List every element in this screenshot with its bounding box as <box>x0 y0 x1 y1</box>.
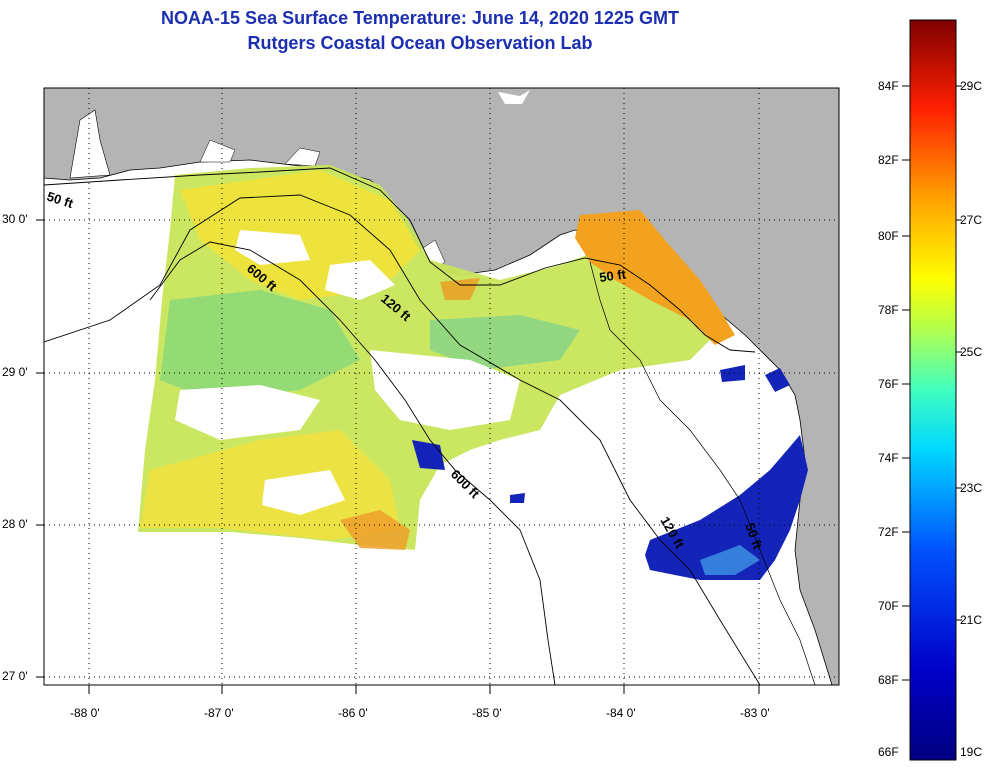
hot-patch-big-bend <box>575 210 735 345</box>
cb-c-19: 19C <box>960 745 983 759</box>
cloud-4 <box>370 350 520 430</box>
mobile-bay <box>69 109 111 179</box>
cb-f-80: 80F <box>878 229 899 243</box>
cb-c-21: 21C <box>960 613 983 627</box>
lat-label-30: 30 0' <box>2 212 28 226</box>
cb-f-76: 76F <box>878 377 899 391</box>
map-frame <box>43 87 840 686</box>
cb-f-72: 72F <box>878 525 899 539</box>
lon-label-84: -84 0' <box>606 706 636 720</box>
cb-f-82: 82F <box>878 153 899 167</box>
colorbar <box>909 19 957 761</box>
lon-label-83: -83 0' <box>740 706 770 720</box>
cold-patch-light <box>700 545 760 575</box>
cb-c-23: 23C <box>960 481 983 495</box>
lon-label-86: -86 0' <box>338 706 368 720</box>
cb-c-29: 29C <box>960 79 983 93</box>
cold-speck-4 <box>510 493 525 503</box>
cloud-5 <box>262 470 345 515</box>
cold-speck-2 <box>720 365 745 382</box>
cb-f-78: 78F <box>878 303 899 317</box>
coast-line <box>589 261 816 685</box>
lon-label-85: -85 0' <box>472 706 502 720</box>
lon-label-87: -87 0' <box>204 706 234 720</box>
lat-label-29: 29 0' <box>2 365 28 379</box>
cb-c-25: 25C <box>960 345 983 359</box>
contour-50ft <box>44 167 756 353</box>
cloud-1 <box>325 260 395 300</box>
cb-f-66: 66F <box>878 745 899 759</box>
contour-600ft <box>149 241 556 685</box>
map-subtitle: Rutgers Coastal Ocean Observation Lab <box>247 33 593 53</box>
lake <box>498 90 530 104</box>
bay-2 <box>284 147 321 167</box>
cb-f-68: 68F <box>878 673 899 687</box>
axis-ticks <box>36 219 760 694</box>
lat-label-28: 28 0' <box>2 517 28 531</box>
lon-label-88: -88 0' <box>70 706 100 720</box>
cb-c-27: 27C <box>960 213 983 227</box>
contour-label-50ft-east: 50 ft <box>598 266 627 285</box>
cb-f-74: 74F <box>878 451 899 465</box>
hot-patch-2 <box>440 278 480 300</box>
cold-speck-1 <box>765 368 790 392</box>
colorbar-ticks <box>902 85 962 681</box>
cb-f-84: 84F <box>878 79 899 93</box>
hot-patch-1 <box>340 510 410 550</box>
cold-patch <box>645 435 808 580</box>
contour-120ft <box>44 194 761 685</box>
bay-1 <box>199 139 236 163</box>
lat-label-27: 27 0' <box>2 669 28 683</box>
cb-f-70: 70F <box>878 599 899 613</box>
cloud-3 <box>175 385 320 440</box>
cloud-2 <box>235 230 310 265</box>
cool-patch-2 <box>430 315 580 370</box>
sst-data-layer <box>138 165 808 580</box>
map-title: NOAA-15 Sea Surface Temperature: June 14… <box>161 8 679 28</box>
